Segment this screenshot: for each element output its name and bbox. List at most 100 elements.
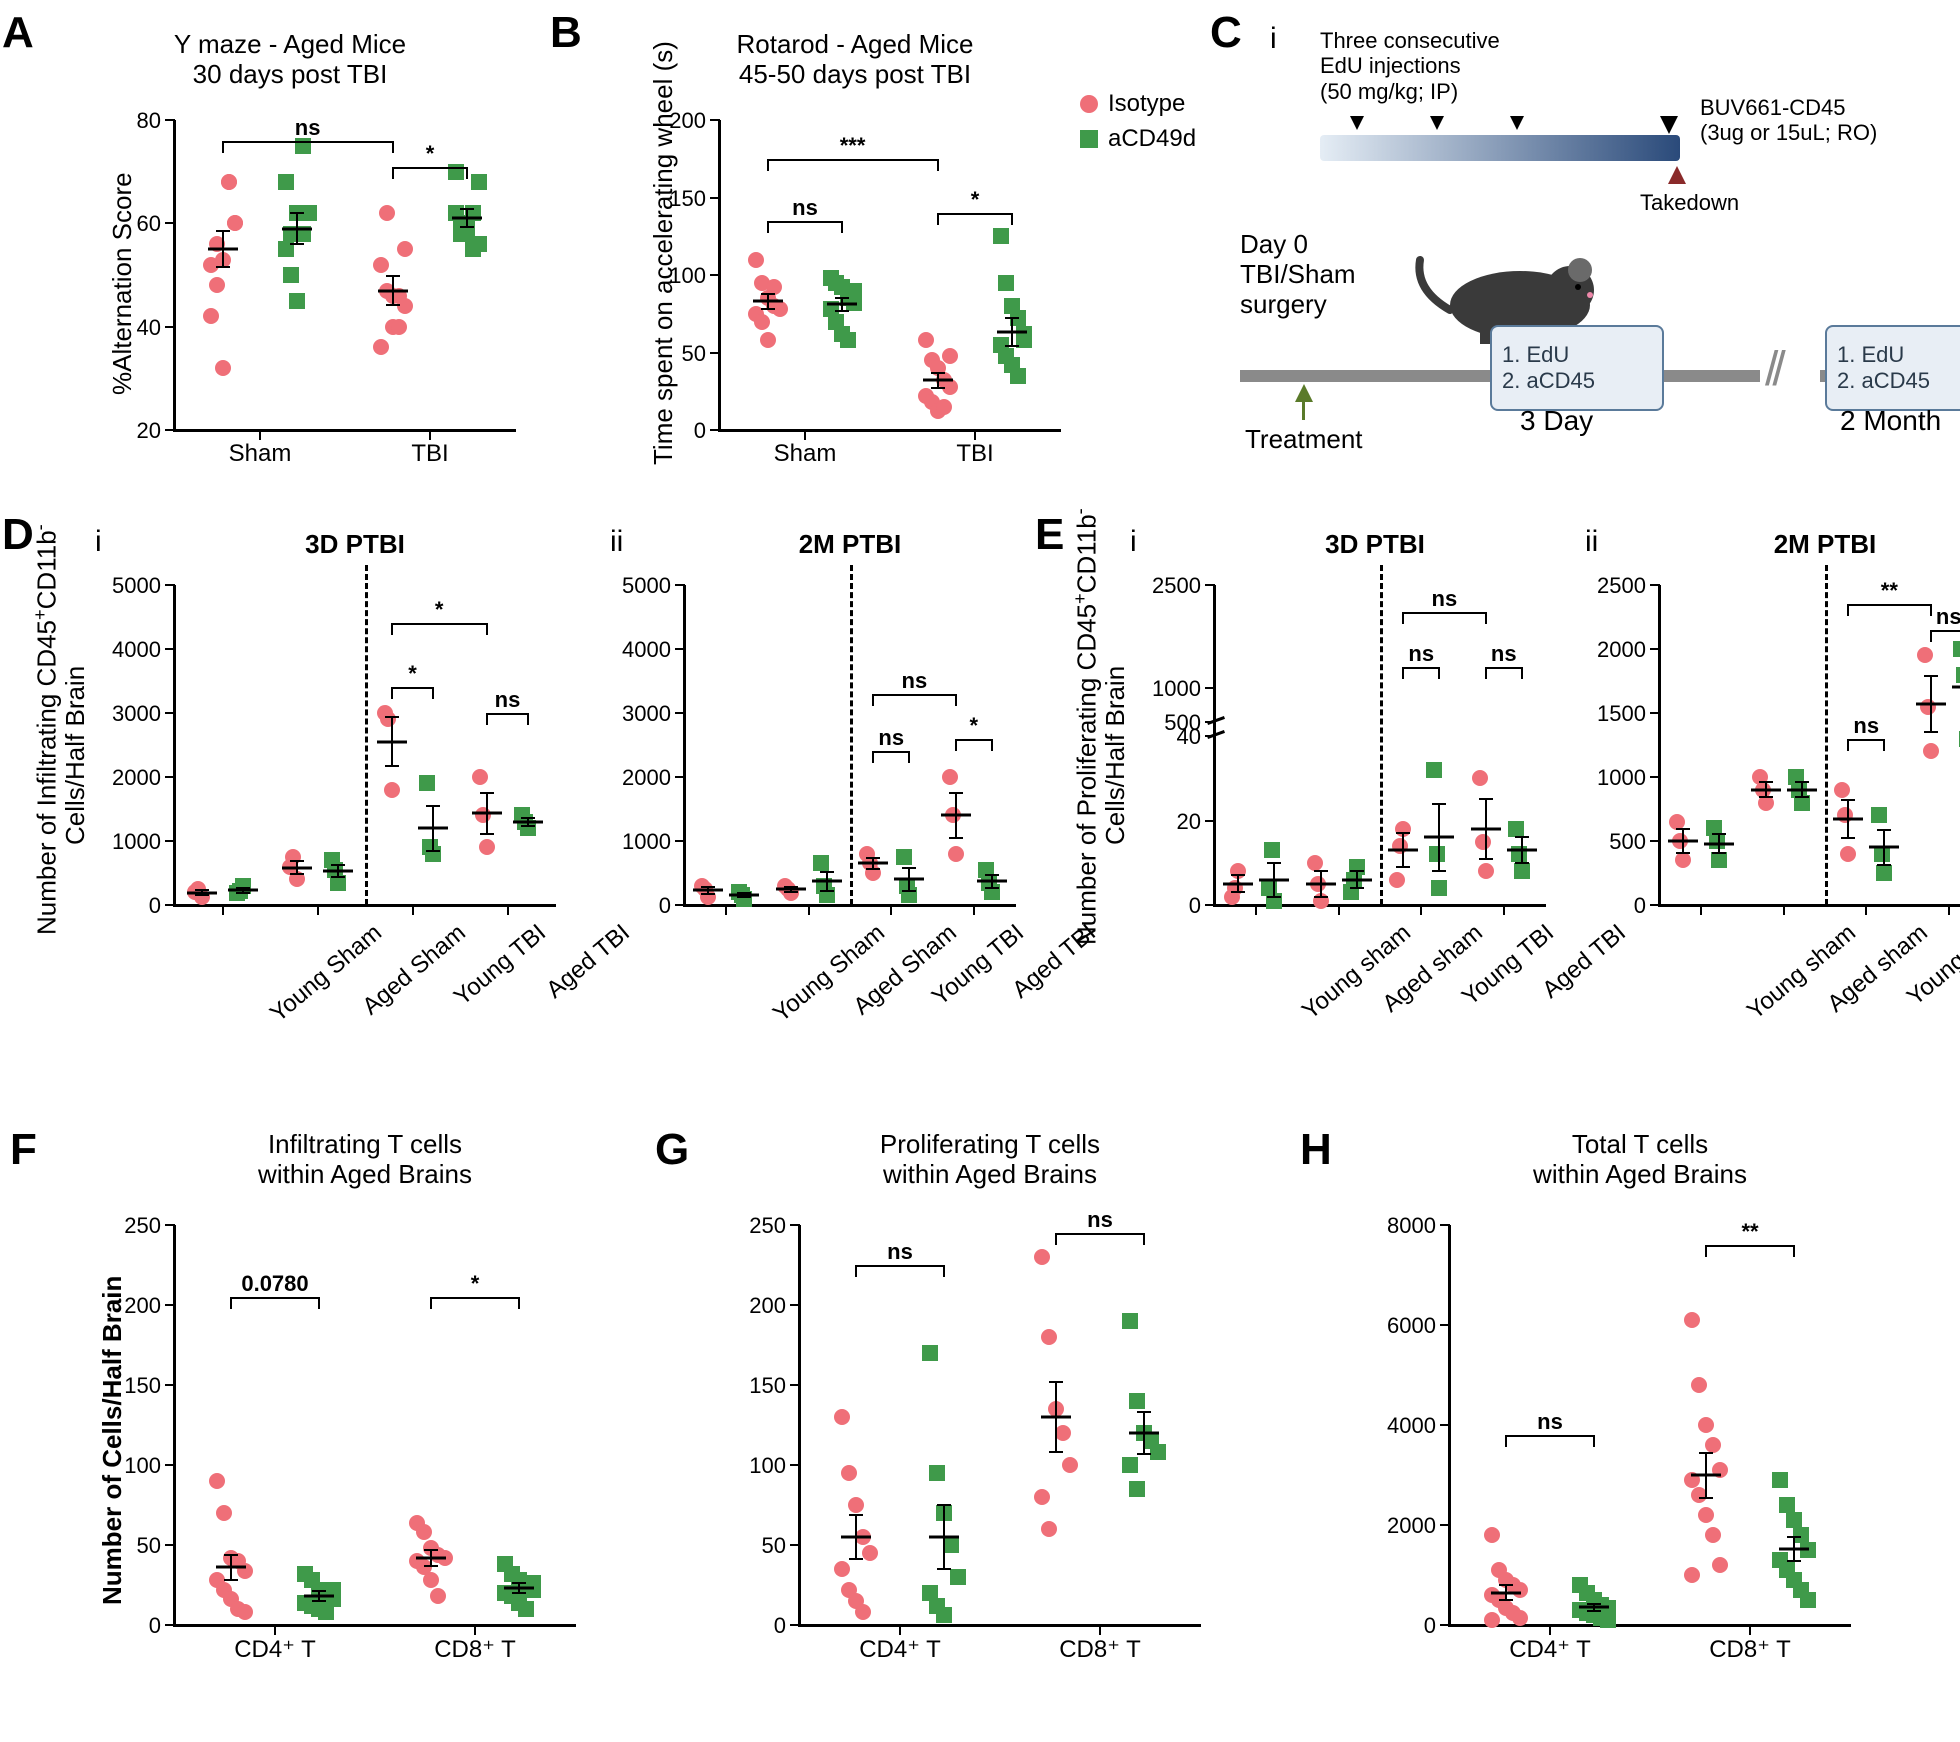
x-tick-label: CD4⁺ T bbox=[859, 1635, 941, 1664]
panel-b-ylabel: Time spent on accelerating wheel (s) bbox=[648, 65, 679, 465]
data-point bbox=[760, 332, 776, 348]
data-point bbox=[237, 1604, 253, 1620]
takedown-label: Takedown bbox=[1640, 190, 1739, 215]
data-point bbox=[1800, 1592, 1816, 1608]
data-point bbox=[1129, 1481, 1145, 1497]
x-tick-label: Sham bbox=[774, 440, 837, 468]
sig-label: ns bbox=[878, 725, 904, 751]
data-point bbox=[834, 1561, 850, 1577]
data-point bbox=[1034, 1489, 1050, 1505]
data-point bbox=[227, 215, 243, 231]
panel-a-chart: 20406080ShamTBIns* bbox=[175, 120, 515, 430]
data-point bbox=[950, 1569, 966, 1585]
panel-e-i: 0204050010002500Young shamAged shamYoung… bbox=[1215, 585, 1545, 905]
data-point bbox=[380, 711, 396, 727]
timepoint-box-3day: 1. EdU2. aCD45 bbox=[1490, 325, 1664, 411]
data-point bbox=[1684, 1567, 1700, 1583]
sig-label: 0.0780 bbox=[241, 1271, 308, 1297]
panel-d-ylabel1: Number of Infiltrating CD45+CD11b- bbox=[30, 524, 63, 935]
panel-d-ylabel2: Cells/Half Brain bbox=[60, 666, 91, 845]
panel-a-ylabel: %Alternation Score bbox=[107, 172, 138, 395]
sig-label: ** bbox=[1741, 1219, 1758, 1245]
sig-label: ** bbox=[1881, 578, 1898, 604]
data-point bbox=[479, 839, 495, 855]
x-tick-label: TBI bbox=[411, 440, 448, 468]
legend-isotype: Isotype bbox=[1080, 90, 1185, 118]
data-point bbox=[1923, 743, 1939, 759]
data-point bbox=[1600, 1612, 1616, 1628]
sig-label: ns bbox=[295, 115, 321, 141]
data-point bbox=[391, 319, 407, 335]
data-point bbox=[379, 205, 395, 221]
data-point bbox=[1834, 782, 1850, 798]
data-point bbox=[1010, 368, 1026, 384]
data-point bbox=[1786, 1512, 1802, 1528]
data-point bbox=[1698, 1417, 1714, 1433]
data-point bbox=[1837, 807, 1853, 823]
panel-d-title-i: 3D PTBI bbox=[175, 530, 535, 560]
data-point bbox=[1150, 1444, 1166, 1460]
data-point bbox=[942, 348, 958, 364]
sig-label: ns bbox=[495, 687, 521, 713]
x-tick-label: CD8⁺ T bbox=[1709, 1635, 1791, 1664]
data-point bbox=[1041, 1521, 1057, 1537]
data-point bbox=[813, 855, 829, 871]
data-point bbox=[1840, 846, 1856, 862]
data-point bbox=[1793, 1527, 1809, 1543]
data-point bbox=[518, 1601, 534, 1617]
panel-a-letter: A bbox=[2, 8, 34, 58]
data-point bbox=[1512, 1582, 1528, 1598]
data-point bbox=[942, 769, 958, 785]
sig-label: ns bbox=[792, 195, 818, 221]
panel-g-title: Proliferating T cellswithin Aged Brains bbox=[760, 1130, 1220, 1190]
data-point bbox=[373, 339, 389, 355]
sig-label: ns bbox=[1408, 641, 1434, 667]
data-point bbox=[1709, 833, 1725, 849]
data-point bbox=[1876, 865, 1892, 881]
data-point bbox=[384, 782, 400, 798]
sig-label: * bbox=[971, 187, 980, 213]
panel-h-letter: H bbox=[1300, 1125, 1332, 1175]
data-point bbox=[283, 267, 299, 283]
data-point bbox=[1675, 852, 1691, 868]
data-point bbox=[419, 775, 435, 791]
data-point bbox=[1669, 814, 1685, 830]
data-point bbox=[1389, 872, 1405, 888]
data-point bbox=[1484, 1612, 1500, 1628]
x-tick-label: TBI bbox=[956, 440, 993, 468]
data-point bbox=[1429, 846, 1445, 862]
data-point bbox=[397, 298, 413, 314]
data-point bbox=[1691, 1377, 1707, 1393]
x-tick-label: CD8⁺ T bbox=[1059, 1635, 1141, 1664]
data-point bbox=[1772, 1472, 1788, 1488]
data-point bbox=[1956, 667, 1960, 683]
panel-g-letter: G bbox=[655, 1125, 689, 1175]
data-point bbox=[278, 174, 294, 190]
panel-c-letter: C bbox=[1210, 8, 1242, 58]
data-point bbox=[855, 1604, 871, 1620]
data-point bbox=[862, 1545, 878, 1561]
data-point bbox=[216, 1505, 232, 1521]
data-point bbox=[203, 308, 219, 324]
sig-label: ns bbox=[1491, 641, 1517, 667]
data-point bbox=[748, 252, 764, 268]
data-point bbox=[948, 846, 964, 862]
data-point bbox=[416, 1524, 432, 1540]
data-point bbox=[1034, 1249, 1050, 1265]
data-point bbox=[1478, 863, 1494, 879]
data-point bbox=[841, 1465, 857, 1481]
panel-g-chart: 050100150200250CD4⁺ TCD8⁺ Tnsns bbox=[800, 1225, 1200, 1625]
data-point bbox=[215, 360, 231, 376]
sig-label: * bbox=[408, 661, 417, 687]
data-point bbox=[1129, 1393, 1145, 1409]
x-tick-label: CD4⁺ T bbox=[1509, 1635, 1591, 1664]
legend-acd49d: aCD49d bbox=[1080, 125, 1196, 153]
panel-d-i: 010002000300040005000Young ShamAged Sham… bbox=[175, 585, 555, 905]
panel-a-title: Y maze - Aged Mice30 days post TBI bbox=[80, 30, 500, 90]
sig-label: ns bbox=[1087, 1207, 1113, 1233]
data-point bbox=[1712, 1557, 1728, 1573]
panel-f-title: Infiltrating T cellswithin Aged Brains bbox=[135, 1130, 595, 1190]
data-point bbox=[896, 849, 912, 865]
data-point bbox=[922, 1345, 938, 1361]
data-point bbox=[1264, 842, 1280, 858]
